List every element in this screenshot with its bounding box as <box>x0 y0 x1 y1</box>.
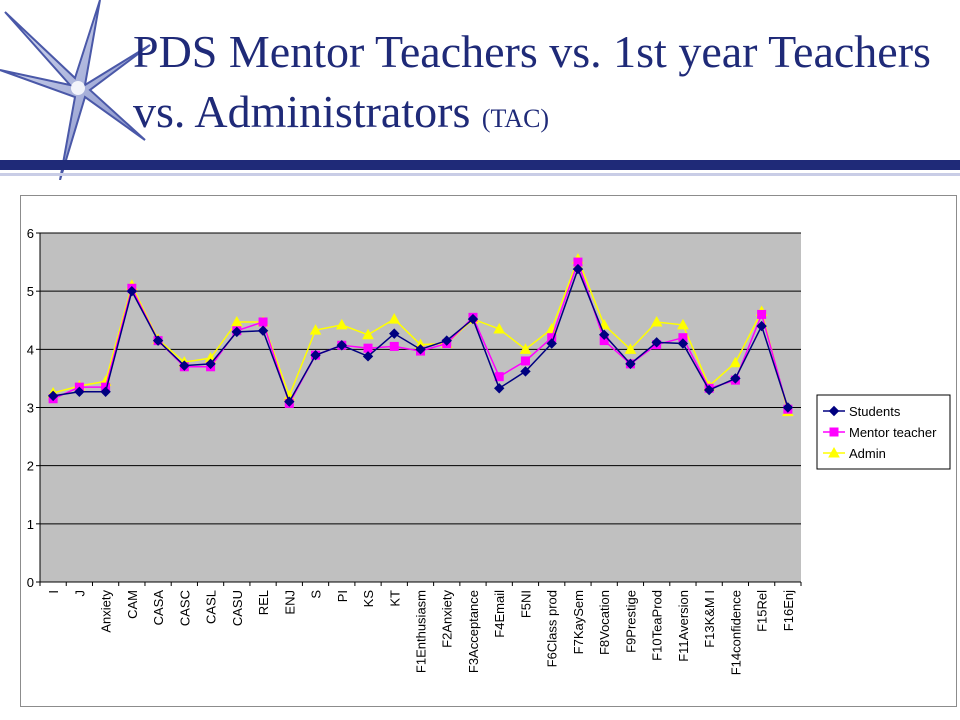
data-point-students <box>441 335 452 346</box>
data-point-students <box>389 328 400 339</box>
data-point-students <box>179 360 190 371</box>
x-tick-label: KS <box>361 590 376 608</box>
data-point-mentor-teacher <box>258 317 268 327</box>
x-tick-label: ENJ <box>282 590 297 615</box>
data-point-admin <box>230 315 243 327</box>
x-tick-label: F10TeaProd <box>650 590 665 661</box>
x-tick-label: S <box>309 590 324 599</box>
data-point-mentor-teacher <box>757 309 767 319</box>
data-point-students <box>546 338 557 349</box>
legend-marker-students <box>828 405 840 417</box>
data-point-students <box>100 386 111 398</box>
data-point-students <box>703 384 715 396</box>
x-axis-ticks: I J Anxiety CAM CASA CASC CASL CASU REL ENJ S PI KS K… <box>39 582 802 675</box>
title-divider-secondary <box>0 173 960 176</box>
legend: Students Mentor teacher Admin <box>816 394 951 470</box>
y-tick-label: 6 <box>27 226 34 241</box>
x-tick-label: CASU <box>230 590 245 626</box>
title-divider <box>0 160 960 170</box>
x-tick-label: Anxiety <box>99 590 114 633</box>
data-point-students <box>74 386 85 398</box>
x-tick-label: F6Class prod <box>545 590 560 667</box>
x-tick-label: F7KaySem <box>571 590 586 654</box>
data-point-students <box>126 285 138 297</box>
data-point-students <box>467 313 479 325</box>
y-axis-ticks: 0 1 2 3 4 5 6 <box>27 226 40 590</box>
y-tick-label: 5 <box>27 284 34 299</box>
x-tick-label: F15Rel <box>755 590 770 632</box>
slide-title: PDS Mentor Teachers vs. 1st year Teacher… <box>133 22 933 149</box>
x-tick-label: KT <box>387 590 402 607</box>
slide-title-suffix: (TAC) <box>481 104 550 133</box>
x-tick-label: PI <box>335 590 350 602</box>
x-tick-label: F13K&M I <box>702 590 717 648</box>
data-point-students <box>415 344 426 355</box>
data-point-mentor-teacher <box>363 343 373 353</box>
y-tick-label: 2 <box>27 459 34 474</box>
slide-title-main: PDS Mentor Teachers vs. 1st year Teacher… <box>133 26 931 137</box>
y-tick-label: 4 <box>27 342 34 357</box>
data-point-students <box>231 326 243 338</box>
data-point-students <box>152 335 164 346</box>
data-point-students <box>782 402 794 413</box>
legend-label-students: Students <box>849 404 901 419</box>
star-logo-icon <box>0 0 151 180</box>
data-point-students <box>520 366 531 377</box>
x-tick-label: F14confidence <box>728 590 743 675</box>
data-point-students <box>257 325 269 336</box>
legend-marker-mentor-teacher <box>829 427 839 437</box>
data-point-students <box>494 383 505 394</box>
y-tick-label: 1 <box>27 517 34 532</box>
data-point-students <box>205 358 216 370</box>
data-point-students <box>677 338 689 349</box>
data-point-admin <box>388 313 401 324</box>
x-tick-label: CASL <box>204 590 219 624</box>
data-point-students <box>730 373 741 384</box>
x-tick-label: CAM <box>125 590 140 619</box>
chart-frame: 0 1 2 3 4 5 6 I J Anxiety CAM CASA CASC CASL CASU REL E… <box>20 195 957 707</box>
x-tick-label: F8Vocation <box>597 590 612 655</box>
data-point-mentor-teacher <box>389 341 399 351</box>
x-tick-label: I <box>46 590 61 594</box>
x-tick-label: CASC <box>177 590 192 626</box>
data-point-students <box>598 329 610 340</box>
legend-label-mentor-teacher: Mentor teacher <box>849 425 937 440</box>
data-point-admin <box>729 356 742 368</box>
legend-label-admin: Admin <box>849 446 886 461</box>
y-tick-label: 3 <box>27 401 34 416</box>
x-tick-label: F11Aversion <box>676 590 691 662</box>
x-tick-label: F5NI <box>518 590 533 618</box>
data-point-students <box>651 337 662 348</box>
data-point-admin <box>624 343 637 354</box>
data-point-admin <box>362 328 374 340</box>
x-tick-label: F9Prestige <box>623 590 638 653</box>
data-point-mentor-teacher <box>520 356 530 366</box>
data-point-students <box>336 340 347 351</box>
data-point-students <box>625 358 636 370</box>
data-point-admin <box>493 322 506 334</box>
data-point-students <box>47 390 59 402</box>
line-chart: 0 1 2 3 4 5 6 I J Anxiety CAM CASA CASC CASL CASU REL E… <box>27 226 951 675</box>
data-point-admin <box>519 343 532 354</box>
data-point-students <box>284 396 295 407</box>
data-point-students <box>310 349 321 361</box>
x-tick-label: J <box>72 590 87 597</box>
x-tick-label: F3Acceptance <box>466 590 481 673</box>
data-point-students <box>362 351 374 362</box>
x-tick-label: F2Anxiety <box>440 590 455 648</box>
data-point-students <box>572 263 584 275</box>
x-tick-label: REL <box>256 590 271 615</box>
series-layer <box>47 253 794 417</box>
x-tick-label: CASA <box>151 590 166 626</box>
x-tick-label: F16Enj <box>781 590 796 631</box>
y-tick-label: 0 <box>27 575 34 590</box>
data-point-admin <box>335 318 348 330</box>
data-point-admin <box>677 318 689 330</box>
data-point-admin <box>309 324 322 335</box>
data-point-admin <box>650 315 663 327</box>
data-point-students <box>756 320 767 332</box>
x-tick-label: F1Enthusiasm <box>414 590 429 673</box>
x-tick-label: F4Email <box>492 590 507 638</box>
legend-marker-admin <box>828 446 840 458</box>
